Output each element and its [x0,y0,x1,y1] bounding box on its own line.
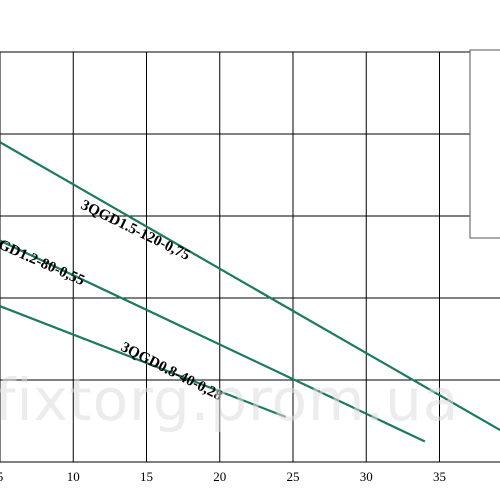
x-tick-label: 35 [433,469,446,484]
x-tick-label: 10 [67,469,80,484]
x-tick-label: 5 [0,469,3,484]
series-line-2 [0,239,426,443]
x-tick-label: 30 [360,469,373,484]
series-line-1 [0,141,500,432]
chart-grid [0,51,500,463]
x-tick-label: 20 [213,469,226,484]
x-tick-label: 25 [287,469,300,484]
series-line-3 [0,305,287,418]
x-tick-labels: 5 10 15 20 25 30 35 [0,469,446,484]
legend-box [469,49,500,239]
series-label-1: 3QGD1.5-120-0,75 [78,197,192,264]
x-tick-label: 15 [140,469,153,484]
series-label-2: 3QGD1.2-80-0,55 [0,229,87,289]
watermark: fixtorg.prom.ua [0,366,459,434]
